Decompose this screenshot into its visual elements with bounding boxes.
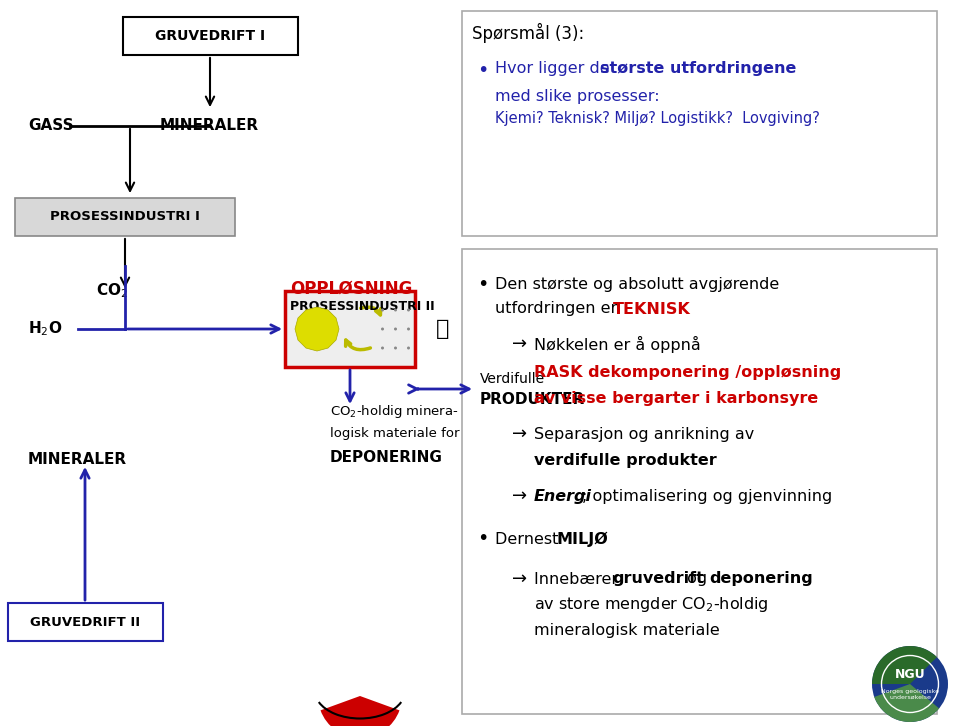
Circle shape <box>394 309 397 311</box>
Circle shape <box>381 309 384 311</box>
Circle shape <box>394 327 397 330</box>
Wedge shape <box>321 696 399 726</box>
Text: 🔑: 🔑 <box>436 319 449 339</box>
Bar <box>8 603 162 641</box>
Bar <box>285 291 415 367</box>
Text: av store mengder CO$_2$-holdig: av store mengder CO$_2$-holdig <box>534 595 769 614</box>
Text: NGU: NGU <box>895 667 925 680</box>
Text: OPPLØSNING: OPPLØSNING <box>290 280 413 298</box>
Text: PRODUKTER: PRODUKTER <box>480 391 586 407</box>
Circle shape <box>381 346 384 349</box>
Text: Energi: Energi <box>534 489 592 504</box>
Text: DEPONERING: DEPONERING <box>330 449 443 465</box>
Text: CO$_2$: CO$_2$ <box>96 282 128 301</box>
Text: H$_2$O: H$_2$O <box>28 319 62 338</box>
Text: •: • <box>477 529 489 549</box>
Circle shape <box>381 327 384 330</box>
Wedge shape <box>875 684 939 722</box>
Wedge shape <box>872 646 948 722</box>
Text: GASS: GASS <box>28 118 74 134</box>
Circle shape <box>407 327 410 330</box>
Circle shape <box>407 346 410 349</box>
Text: •: • <box>477 274 489 293</box>
Text: →: → <box>512 425 527 443</box>
Text: logisk materiale for: logisk materiale for <box>330 428 460 441</box>
Text: Hvor ligger de: Hvor ligger de <box>495 62 614 76</box>
Text: Verdifulle: Verdifulle <box>480 372 545 386</box>
Text: mineralogisk materiale: mineralogisk materiale <box>534 624 720 638</box>
Bar <box>15 198 235 236</box>
Text: •: • <box>477 62 489 81</box>
Text: →: → <box>512 487 527 505</box>
Text: PROSESSINDUSTRI II: PROSESSINDUSTRI II <box>290 300 435 312</box>
Text: MILJØ: MILJØ <box>557 531 609 547</box>
Text: GRUVEDRIFT II: GRUVEDRIFT II <box>30 616 140 629</box>
Text: CO$_2$-holdig minera-: CO$_2$-holdig minera- <box>330 404 459 420</box>
Text: →: → <box>512 570 527 588</box>
Text: verdifulle produkter: verdifulle produkter <box>534 452 717 468</box>
Text: utfordringen er: utfordringen er <box>495 301 622 317</box>
Text: Norges geologiske
undersøkelse: Norges geologiske undersøkelse <box>881 688 939 699</box>
Text: PROSESSINDUSTRI I: PROSESSINDUSTRI I <box>50 211 200 224</box>
Bar <box>462 249 937 714</box>
Text: RASK dekomponering /oppløsning: RASK dekomponering /oppløsning <box>534 364 841 380</box>
Text: MINERALER: MINERALER <box>160 118 259 134</box>
Text: deponering: deponering <box>709 571 813 587</box>
Bar <box>462 11 937 236</box>
Text: Spørsmål (3):: Spørsmål (3): <box>472 23 585 43</box>
Text: gruvedrift: gruvedrift <box>612 571 704 587</box>
Circle shape <box>394 346 397 349</box>
Text: Innebærer: Innebærer <box>534 571 623 587</box>
Text: Kjemi? Teknisk? Miljø? Logistikk?  Lovgiving?: Kjemi? Teknisk? Miljø? Logistikk? Lovgiv… <box>495 112 820 126</box>
Circle shape <box>407 309 410 311</box>
Text: →: → <box>512 335 527 353</box>
Text: ; optimalisering og gjenvinning: ; optimalisering og gjenvinning <box>582 489 832 504</box>
Text: av visse bergarter i karbonsyre: av visse bergarter i karbonsyre <box>534 391 818 406</box>
Text: med slike prosesser:: med slike prosesser: <box>495 89 660 104</box>
Text: MINERALER: MINERALER <box>28 452 127 467</box>
Text: Nøkkelen er å oppnå: Nøkkelen er å oppnå <box>534 335 701 353</box>
Bar <box>123 17 298 55</box>
Text: og: og <box>682 571 712 587</box>
Text: TEKNISK: TEKNISK <box>613 301 691 317</box>
Text: Separasjon og anrikning av: Separasjon og anrikning av <box>534 426 755 441</box>
Text: GRUVEDRIFT I: GRUVEDRIFT I <box>155 29 265 43</box>
Text: største utfordringene: største utfordringene <box>600 62 797 76</box>
Wedge shape <box>872 646 937 684</box>
Text: Den største og absolutt avgjørende: Den største og absolutt avgjørende <box>495 277 780 292</box>
Text: Dernest: Dernest <box>495 531 564 547</box>
